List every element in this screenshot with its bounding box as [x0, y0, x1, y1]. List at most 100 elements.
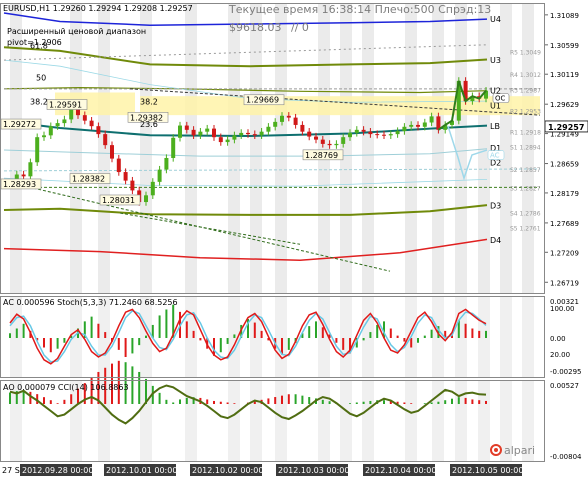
- level-dashed: [3, 168, 541, 172]
- price-tick-label: 1.31089: [550, 12, 579, 20]
- ao-tick-label: -0.00804: [550, 453, 582, 461]
- price-annotation-box: [99, 194, 141, 206]
- alpari-logo: alpari: [490, 444, 535, 457]
- price-tick-label: 1.27209: [550, 249, 579, 257]
- balance-extra: // 0: [291, 21, 309, 34]
- ac-tick-label: -0.00295: [550, 368, 581, 376]
- candle-body: [327, 143, 332, 146]
- cci-line: [9, 384, 487, 425]
- candle-body: [62, 119, 67, 124]
- candle-body: [341, 137, 346, 144]
- level-dashed: [3, 44, 488, 61]
- price-tick-label: 1.26719: [550, 279, 579, 287]
- session-band: [140, 4, 152, 293]
- candle-body: [375, 134, 380, 136]
- pivot-level-label: R2 1.2953: [510, 108, 541, 115]
- session-band-ao: [250, 381, 262, 461]
- candle-body: [382, 134, 386, 136]
- candle-body: [69, 107, 74, 120]
- session-band: [10, 4, 22, 293]
- ac-stoch-title: AC 0.000596 Stoch(5,3,3) 71.2460 68.5256: [3, 298, 178, 307]
- session-band-ao: [185, 381, 197, 461]
- session-band-ao: [10, 381, 22, 461]
- level-label-lb: LB: [490, 122, 500, 131]
- session-band: [432, 4, 444, 293]
- level-label-u3: U3: [490, 56, 501, 65]
- candle-body: [429, 116, 434, 123]
- candle-body: [239, 132, 244, 136]
- pivot-level-label: R5 1.3049: [510, 50, 541, 57]
- candle-body: [42, 135, 46, 138]
- x-axis-label-bg: [276, 464, 348, 476]
- trend-dashed: [119, 212, 301, 245]
- price-panel-frame: [0, 3, 545, 294]
- candle-body: [246, 132, 250, 135]
- candle-body: [293, 117, 298, 125]
- candle-body: [171, 137, 176, 158]
- annotation-1-28382: 1.28382: [72, 175, 105, 184]
- candle-body: [443, 124, 448, 130]
- x-axis-label-group: 2012.10.01 00:00: [104, 464, 177, 476]
- session-band: [478, 4, 490, 293]
- x-axis-label-group: 2012.10.05 00:00: [450, 464, 523, 476]
- oc-tag: OC: [495, 95, 506, 103]
- candle-body: [484, 90, 488, 99]
- symbol-line: EURUSD,H1 1.29260 1.29294 1.29208 1.2925…: [3, 4, 193, 13]
- pivot-level-label: R3 1.2987: [510, 87, 541, 94]
- session-band-ao: [432, 381, 444, 461]
- candle-body: [266, 126, 271, 132]
- candle-body: [334, 143, 339, 146]
- forecast-line: [447, 125, 488, 181]
- session-band: [250, 4, 262, 293]
- price-tick-label: 1.29629: [550, 101, 579, 109]
- session-band-ac: [250, 297, 262, 377]
- session-band-ao: [275, 381, 287, 461]
- price-tick-label: 1.28659: [550, 161, 579, 169]
- band-lb: [3, 120, 488, 138]
- x-axis-label: 2012.10.01 00:00: [106, 466, 177, 475]
- candle-body: [157, 169, 162, 182]
- annotation-1-29382: 1.29382: [130, 113, 163, 122]
- pivot-level-label: R1 1.2918: [510, 130, 541, 137]
- x-axis-label: 2012.10.02 00:00: [192, 466, 263, 475]
- level-label-u1: U1: [490, 101, 501, 110]
- ao-cci-title: AO 0.000079 CCI(14) 106.8863: [3, 383, 129, 392]
- candle-body: [178, 125, 182, 138]
- ac-tag: AC: [490, 152, 500, 160]
- price-tick-label: 1.27689: [550, 220, 579, 228]
- session-band-ac: [478, 297, 490, 377]
- annotation-1-29669: 1.29669: [246, 96, 279, 105]
- candle-body: [116, 158, 121, 173]
- x-axis-label-group: 2012.10.02 00:00: [190, 464, 263, 476]
- x-axis-label-group: 2012.09.28 00:00: [20, 464, 93, 476]
- session-band-ac: [98, 297, 110, 377]
- session-band: [275, 4, 287, 293]
- candle-body: [307, 131, 312, 137]
- candle-body: [280, 115, 284, 122]
- level-label-d4: D4: [490, 236, 501, 245]
- annotation-1-28031: 1.28031: [102, 196, 135, 205]
- price-annotation-box: [127, 112, 169, 123]
- candle-body: [402, 126, 407, 132]
- band-d3: [3, 204, 488, 216]
- candle-body: [110, 145, 114, 159]
- candle-body: [82, 115, 87, 121]
- candle-body: [21, 174, 26, 177]
- session-band: [455, 4, 467, 293]
- band-inner: [3, 59, 488, 103]
- candle-body: [212, 128, 216, 138]
- x-axis-label-group: 2012.10.03 00:00: [276, 464, 349, 476]
- band-u3: [3, 46, 488, 68]
- ao-panel-frame: [0, 380, 545, 462]
- ac-tick-label: 0.00321: [550, 298, 579, 306]
- candle-body: [28, 162, 33, 177]
- candle-body: [463, 80, 468, 102]
- candle-body: [191, 129, 196, 136]
- pivot-level-label: S3 1.2827: [510, 185, 541, 192]
- fibo-label: 23.6: [140, 120, 158, 129]
- price-annotation-box: [69, 173, 111, 184]
- price-annotation-box: [46, 99, 88, 110]
- candle-body: [348, 132, 352, 138]
- candle-body: [273, 121, 278, 127]
